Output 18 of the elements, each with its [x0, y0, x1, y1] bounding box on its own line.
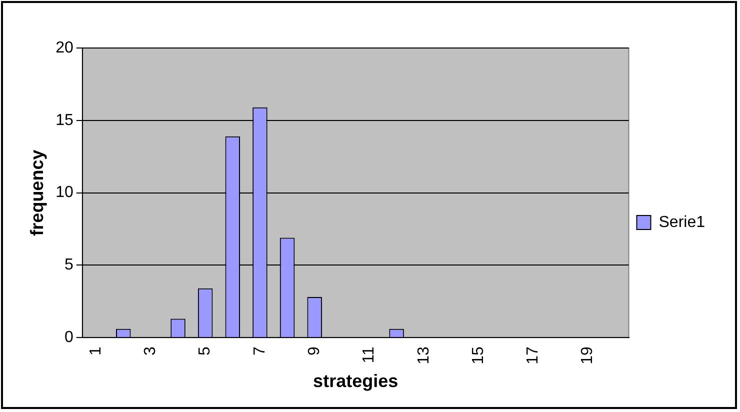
- x-tick-label: 11: [360, 346, 378, 364]
- x-tick-label: 13: [415, 346, 432, 364]
- x-tick-label: 9: [306, 346, 324, 356]
- x-tick-label: 19: [579, 346, 596, 364]
- legend-label: Serie1: [658, 214, 706, 231]
- y-tick-label: 20: [56, 39, 74, 56]
- y-axis-title: frequency: [26, 150, 47, 236]
- x-tick-label: 3: [142, 346, 160, 356]
- y-tick-label: 0: [64, 329, 74, 346]
- x-tick-label: 1: [87, 346, 104, 356]
- x-tick-label: 15: [470, 346, 487, 364]
- y-tick-label: 10: [56, 184, 74, 202]
- y-tick-label: 15: [56, 112, 74, 129]
- x-tick-label: 7: [251, 346, 268, 356]
- x-tick-label: 5: [196, 346, 214, 356]
- x-axis-title: strategies: [313, 371, 398, 392]
- x-tick-label: 17: [524, 346, 542, 364]
- y-tick-label: 5: [64, 256, 74, 274]
